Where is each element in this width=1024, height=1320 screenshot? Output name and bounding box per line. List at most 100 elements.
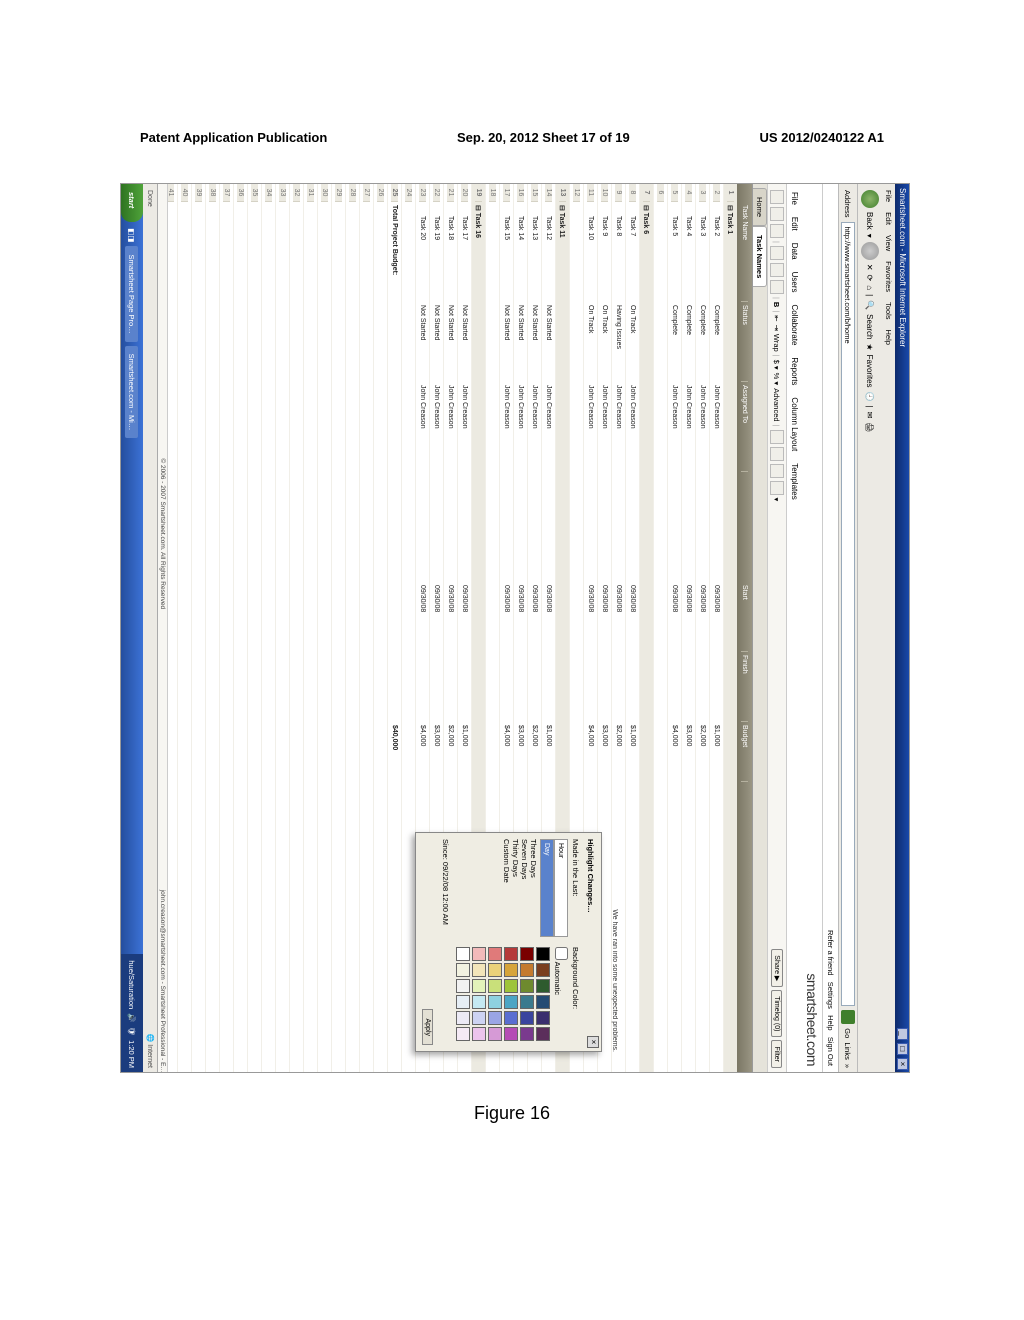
cell-budget[interactable]: $2,000 [447, 722, 454, 782]
go-button[interactable] [841, 1010, 855, 1024]
col-taskname[interactable]: Task Name [741, 202, 748, 302]
color-swatch[interactable] [456, 947, 470, 961]
tb-lock-icon[interactable] [770, 481, 784, 495]
color-swatch[interactable] [520, 963, 534, 977]
cell-taskname[interactable]: Task 4 [685, 202, 692, 302]
color-swatch[interactable] [456, 963, 470, 977]
favorites-icon[interactable]: ★ [866, 343, 875, 350]
cell-budget[interactable]: $1,000 [713, 722, 720, 782]
cell-start[interactable]: 09/30/08 [615, 582, 622, 652]
cell-taskname[interactable]: Total Project Budget: [391, 202, 398, 302]
tb-discuss-icon[interactable] [770, 447, 784, 461]
quicklaunch-icon[interactable]: ◧ [128, 228, 137, 235]
appmenu-file[interactable]: File [790, 192, 799, 205]
cell-assigned[interactable]: John Creason [629, 382, 636, 472]
table-row[interactable]: 40 [177, 184, 191, 1073]
timelog-button[interactable]: Timelog (0) [772, 990, 783, 1037]
cell-taskname[interactable]: Task 20 [419, 202, 426, 302]
cell-taskname[interactable]: Task 8 [615, 202, 622, 302]
color-swatch[interactable] [472, 963, 486, 977]
cell-status[interactable]: On Track [629, 302, 636, 382]
cell-start[interactable]: 09/30/08 [447, 582, 454, 652]
cell-status[interactable]: Complete [685, 302, 692, 382]
quicklaunch-icon-2[interactable]: ◨ [128, 235, 137, 242]
tab-tasknames[interactable]: Task Names [753, 226, 767, 287]
appmenu-collaborate[interactable]: Collaborate [790, 304, 799, 345]
cell-budget[interactable]: $1,000 [629, 722, 636, 782]
stop-icon[interactable]: ✕ [866, 264, 875, 271]
tb-more-icon[interactable]: ▾ [773, 498, 782, 502]
col-status[interactable]: Status [741, 302, 748, 382]
history-icon[interactable]: 🕘 [866, 392, 875, 402]
cell-start[interactable]: 09/30/08 [517, 582, 524, 652]
cell-start[interactable]: 09/30/08 [713, 582, 720, 652]
color-swatch[interactable] [472, 1011, 486, 1025]
table-row[interactable]: 33 [275, 184, 289, 1073]
refresh-icon[interactable]: ⟳ [866, 275, 875, 282]
cell-taskname[interactable]: ⊟ Task 11 [559, 202, 567, 302]
color-swatch[interactable] [456, 1027, 470, 1041]
cell-status[interactable]: Not Started [433, 302, 440, 382]
color-swatch[interactable] [536, 1011, 550, 1025]
color-swatch[interactable] [520, 979, 534, 993]
cell-budget[interactable]: $4,000 [587, 722, 594, 782]
cell-assigned[interactable]: John Creason [615, 382, 622, 472]
table-row[interactable]: 7⊟ Task 6 [639, 184, 653, 1073]
table-row[interactable]: 36 [233, 184, 247, 1073]
color-swatch[interactable] [472, 1027, 486, 1041]
table-row[interactable]: 26 [373, 184, 387, 1073]
share-button[interactable]: Share ▶ [771, 949, 783, 987]
color-swatch[interactable] [488, 1027, 502, 1041]
color-swatch[interactable] [472, 947, 486, 961]
tb-copy-icon[interactable] [770, 263, 784, 277]
cell-status[interactable]: On Track [601, 302, 608, 382]
color-swatch[interactable] [472, 995, 486, 1009]
cell-start[interactable]: 09/30/08 [531, 582, 538, 652]
color-swatch[interactable] [520, 947, 534, 961]
cell-assigned[interactable]: John Creason [447, 382, 454, 472]
filter-button[interactable]: Filter [772, 1040, 783, 1068]
tb-undo-icon[interactable] [770, 207, 784, 221]
apply-button[interactable]: Apply [422, 1009, 433, 1045]
search-icon[interactable]: 🔍 [866, 300, 875, 310]
cell-assigned[interactable]: John Creason [433, 382, 440, 472]
cell-budget[interactable]: $4,000 [419, 722, 426, 782]
color-swatch[interactable] [504, 995, 518, 1009]
cell-taskname[interactable]: Task 13 [531, 202, 538, 302]
tb-email-icon[interactable] [770, 464, 784, 478]
table-row[interactable]: 39 [191, 184, 205, 1073]
cell-start[interactable]: 09/30/08 [629, 582, 636, 652]
cell-taskname[interactable]: ⊟ Task 16 [475, 202, 483, 302]
cell-start[interactable]: 09/30/08 [601, 582, 608, 652]
opt-seven[interactable]: Seven Days [520, 839, 529, 937]
color-swatch[interactable] [488, 947, 502, 961]
close-button[interactable]: × [898, 1058, 909, 1070]
start-button[interactable]: start [121, 184, 143, 222]
cell-assigned[interactable]: John Creason [671, 382, 678, 472]
cell-status[interactable]: Not Started [545, 302, 552, 382]
cell-taskname[interactable]: ⊟ Task 6 [643, 202, 651, 302]
cell-budget[interactable]: $3,000 [601, 722, 608, 782]
table-row[interactable]: 41 [168, 184, 177, 1073]
maximize-button[interactable]: □ [898, 1043, 909, 1055]
cell-budget[interactable]: $2,000 [615, 722, 622, 782]
minimize-button[interactable]: _ [898, 1028, 909, 1040]
cell-start[interactable]: 09/30/08 [699, 582, 706, 652]
cell-status[interactable]: Having Issues [615, 302, 622, 382]
cell-status[interactable]: Not Started [461, 302, 468, 382]
cell-status[interactable]: Complete [671, 302, 678, 382]
table-row[interactable]: 34 [261, 184, 275, 1073]
appmenu-reports[interactable]: Reports [790, 357, 799, 385]
color-swatch[interactable] [488, 979, 502, 993]
table-row[interactable]: 29 [331, 184, 345, 1073]
cell-budget[interactable]: $2,000 [531, 722, 538, 782]
tb-advanced-label[interactable]: Advanced [773, 388, 782, 421]
taskbar-item-2[interactable]: Smartsheet.com - Mi… [126, 346, 139, 439]
color-swatch[interactable] [536, 963, 550, 977]
duration-select[interactable]: Hour [554, 839, 568, 937]
menu-help[interactable]: Help [884, 330, 893, 345]
table-row[interactable]: 6 [653, 184, 667, 1073]
cell-taskname[interactable]: Task 10 [587, 202, 594, 302]
cell-assigned[interactable]: John Creason [517, 382, 524, 472]
menu-favorites[interactable]: Favorites [884, 261, 893, 292]
